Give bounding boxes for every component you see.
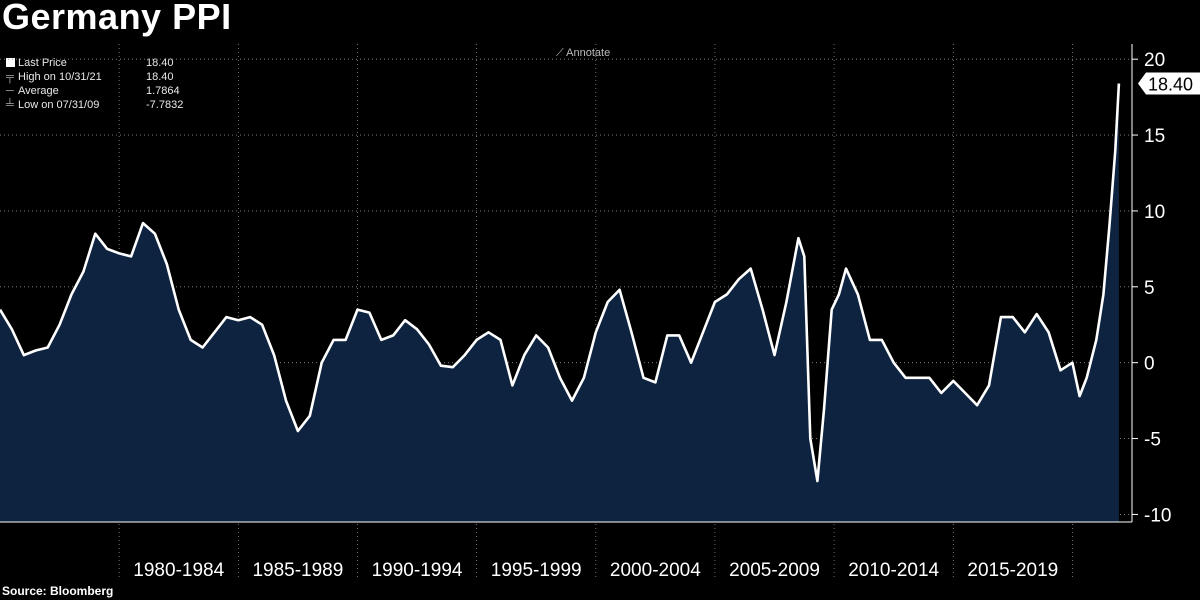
legend-value: 18.40 <box>146 71 174 83</box>
y-tick-label: -10 <box>1144 505 1171 526</box>
legend-label: High on 10/31/21 <box>18 71 102 83</box>
y-tick-label: 10 <box>1144 202 1165 223</box>
x-tick-label: 1995-1999 <box>491 560 582 581</box>
legend-value: 18.40 <box>146 57 174 69</box>
last-value-tag-bg <box>1138 72 1200 95</box>
source-note: Source: Bloomberg <box>2 584 114 598</box>
last-price-swatch-icon <box>6 58 15 67</box>
x-tick-label: 1990-1994 <box>372 560 463 581</box>
y-axis: 20 15 10 5 0 -5 -10 <box>1132 50 1171 526</box>
legend-label: Low on 07/31/09 <box>18 99 100 111</box>
annotate-button[interactable]: ⟋ Annotate <box>556 47 610 60</box>
last-value-text: 18.40 <box>1148 74 1193 94</box>
x-tick-label: 2000-2004 <box>610 560 701 581</box>
pencil-icon: ⟋ <box>556 47 567 59</box>
x-axis: 1980-1984 1985-1989 1990-1994 1995-1999 2000… <box>133 560 1058 581</box>
legend-label: Average <box>18 85 59 97</box>
legend-average: ─ Average 1.7864 <box>6 84 183 98</box>
y-tick-label: -5 <box>1144 430 1161 451</box>
chart-legend: Last Price 18.40 ╤ High on 10/31/21 18.40… <box>6 56 183 112</box>
axes <box>0 44 1133 523</box>
x-tick-label: 2015-2019 <box>967 560 1058 581</box>
legend-label: Last Price <box>18 57 67 69</box>
series-line <box>0 83 1121 483</box>
annotate-label: Annotate <box>566 47 611 59</box>
last-value-tag: 18.40 <box>1138 72 1200 95</box>
x-tick-label: 2010-2014 <box>848 560 939 581</box>
high-marker-icon: ╤ <box>6 71 14 83</box>
legend-low: ╧ Low on 07/31/09 -7.7832 <box>6 98 183 112</box>
y-tick-label: 15 <box>1144 126 1165 147</box>
y-tick-label: 5 <box>1144 278 1155 299</box>
legend-last-price: Last Price 18.40 <box>6 56 183 70</box>
average-marker-icon: ─ <box>6 85 14 97</box>
x-tick-label: 1985-1989 <box>252 560 343 581</box>
chart-title: Germany PPI <box>2 0 232 37</box>
series-area <box>0 83 1119 522</box>
legend-value: 1.7864 <box>146 85 180 97</box>
legend-value: -7.7832 <box>146 99 184 111</box>
x-tick-label: 2005-2009 <box>729 560 820 581</box>
legend-high: ╤ High on 10/31/21 18.40 <box>6 70 183 84</box>
y-tick-label: 0 <box>1144 354 1155 375</box>
x-tick-label: 1980-1984 <box>133 560 224 581</box>
y-tick-label: 20 <box>1144 50 1165 71</box>
low-marker-icon: ╧ <box>6 99 14 111</box>
